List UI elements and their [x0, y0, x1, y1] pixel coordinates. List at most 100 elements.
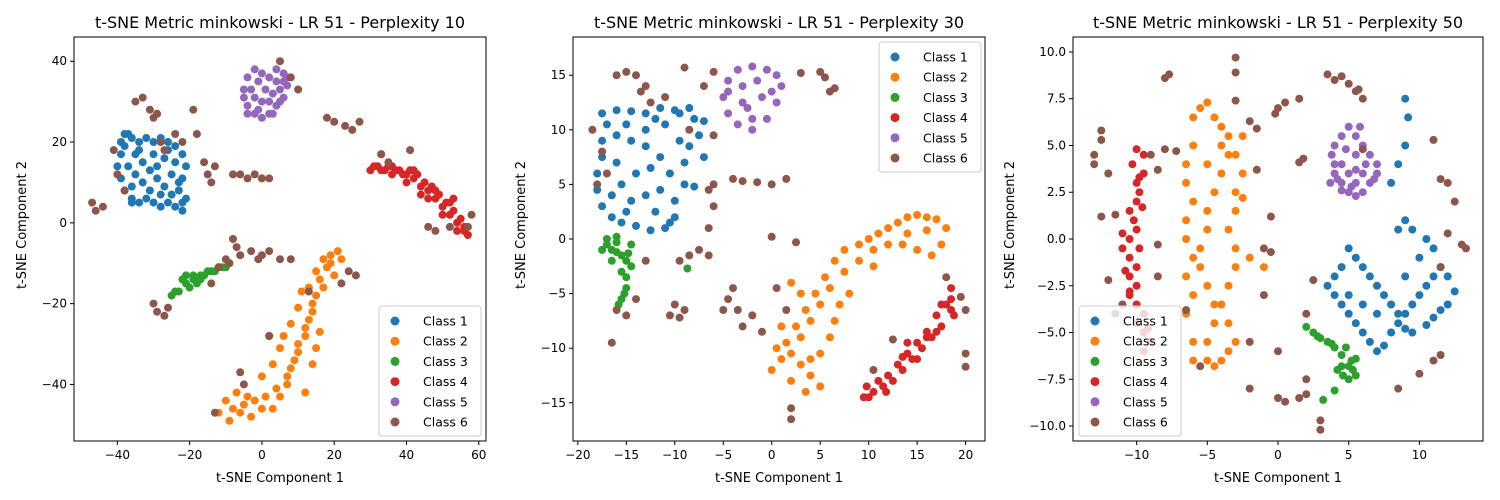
scatter-point: [257, 69, 266, 78]
scatter-point: [160, 182, 169, 191]
scatter-point: [1358, 169, 1367, 178]
scatter-point: [131, 170, 140, 179]
scatter-point: [622, 311, 631, 320]
scatter-point: [1135, 244, 1144, 253]
scatter-point: [1380, 341, 1388, 350]
scatter-point: [729, 284, 737, 293]
scatter-point: [670, 213, 679, 222]
scatter-point: [1351, 150, 1360, 159]
subplot-perplexity-50: t-SNE Metric minkowski - LR 51 - Perplex…: [1003, 13, 1463, 486]
scatter-point: [598, 109, 607, 118]
scatter-point: [767, 87, 776, 96]
scatter-point: [922, 213, 931, 222]
scatter-point: [748, 114, 757, 123]
scatter-point: [1380, 291, 1388, 300]
scatter-point: [893, 360, 902, 369]
scatter-point: [243, 392, 252, 401]
scatter-point: [602, 169, 611, 178]
scatter-point: [1224, 281, 1233, 290]
scatter-point: [1462, 244, 1470, 253]
legend-marker: [390, 377, 400, 387]
scatter-point: [153, 162, 162, 171]
scatter-point: [232, 388, 241, 397]
scatter-point: [864, 235, 873, 243]
series-class-6: [88, 57, 476, 417]
scatter-point: [229, 404, 237, 413]
scatter-point: [685, 125, 694, 134]
y-tick-label: 5: [558, 177, 566, 191]
scatter-point: [1373, 309, 1381, 318]
scatter-point: [117, 150, 125, 159]
scatter-point: [825, 333, 834, 342]
scatter-point: [758, 93, 766, 102]
scatter-point: [882, 387, 891, 396]
scatter-point: [254, 77, 263, 86]
scatter-point: [622, 256, 631, 265]
scatter-point: [1319, 395, 1328, 404]
scatter-point: [1373, 160, 1381, 169]
series-class-6: [588, 63, 970, 424]
scatter-point: [903, 338, 912, 347]
scatter-point: [1189, 337, 1198, 346]
scatter-point: [753, 178, 762, 187]
scatter-point: [782, 174, 791, 183]
scatter-point: [840, 267, 849, 276]
y-tick-label: −5: [548, 287, 566, 301]
scatter-point: [724, 76, 733, 85]
scatter-point: [207, 267, 216, 276]
scatter-point: [297, 287, 306, 296]
scatter-point: [738, 98, 747, 107]
scatter-point: [922, 327, 931, 336]
scatter-point: [1436, 306, 1445, 315]
scatter-point: [1245, 117, 1254, 126]
scatter-point: [192, 130, 201, 138]
scatter-point: [1429, 272, 1438, 281]
scatter-point: [250, 65, 259, 74]
scatter-point: [1281, 98, 1290, 107]
scatter-point: [709, 67, 718, 76]
scatter-point: [617, 180, 626, 189]
scatter-point: [627, 136, 636, 145]
scatter-point: [113, 170, 122, 179]
scatter-point: [1337, 351, 1346, 359]
scatter-point: [124, 130, 133, 138]
scatter-point: [690, 114, 699, 123]
scatter-point: [337, 255, 346, 264]
scatter-point: [167, 170, 176, 179]
scatter-point: [932, 327, 941, 336]
scatter-point: [607, 338, 616, 347]
y-tick-label: −2.5: [1037, 279, 1066, 293]
x-tick-label: −10: [662, 448, 687, 462]
scatter-point: [772, 98, 781, 107]
scatter-point: [884, 371, 893, 380]
scatter-point: [855, 256, 863, 265]
scatter-point: [913, 211, 922, 219]
scatter-point: [1097, 212, 1106, 221]
scatter-point: [777, 82, 786, 91]
scatter-point: [315, 275, 324, 284]
scatter-point: [1210, 188, 1219, 197]
scatter-point: [420, 178, 429, 187]
scatter-point: [656, 104, 665, 112]
scatter-point: [1356, 122, 1364, 131]
scatter-point: [127, 182, 136, 191]
scatter-point: [1337, 72, 1346, 81]
scatter-point: [869, 387, 878, 396]
scatter-point: [265, 247, 274, 256]
scatter-point: [279, 332, 288, 340]
scatter-point: [1231, 150, 1240, 159]
scatter-point: [627, 262, 636, 271]
scatter-point: [787, 278, 796, 287]
scatter-point: [1224, 150, 1233, 159]
scatter-point: [845, 289, 854, 298]
x-tick-label: −20: [565, 448, 590, 462]
scatter-point: [855, 240, 863, 249]
legend-label: Class 2: [423, 334, 468, 349]
scatter-point: [1309, 276, 1318, 285]
x-tick-label: 10: [1412, 448, 1427, 462]
scatter-point: [1189, 253, 1198, 262]
scatter-point: [1097, 126, 1106, 135]
scatter-point: [149, 299, 158, 308]
scatter-point: [680, 180, 689, 189]
